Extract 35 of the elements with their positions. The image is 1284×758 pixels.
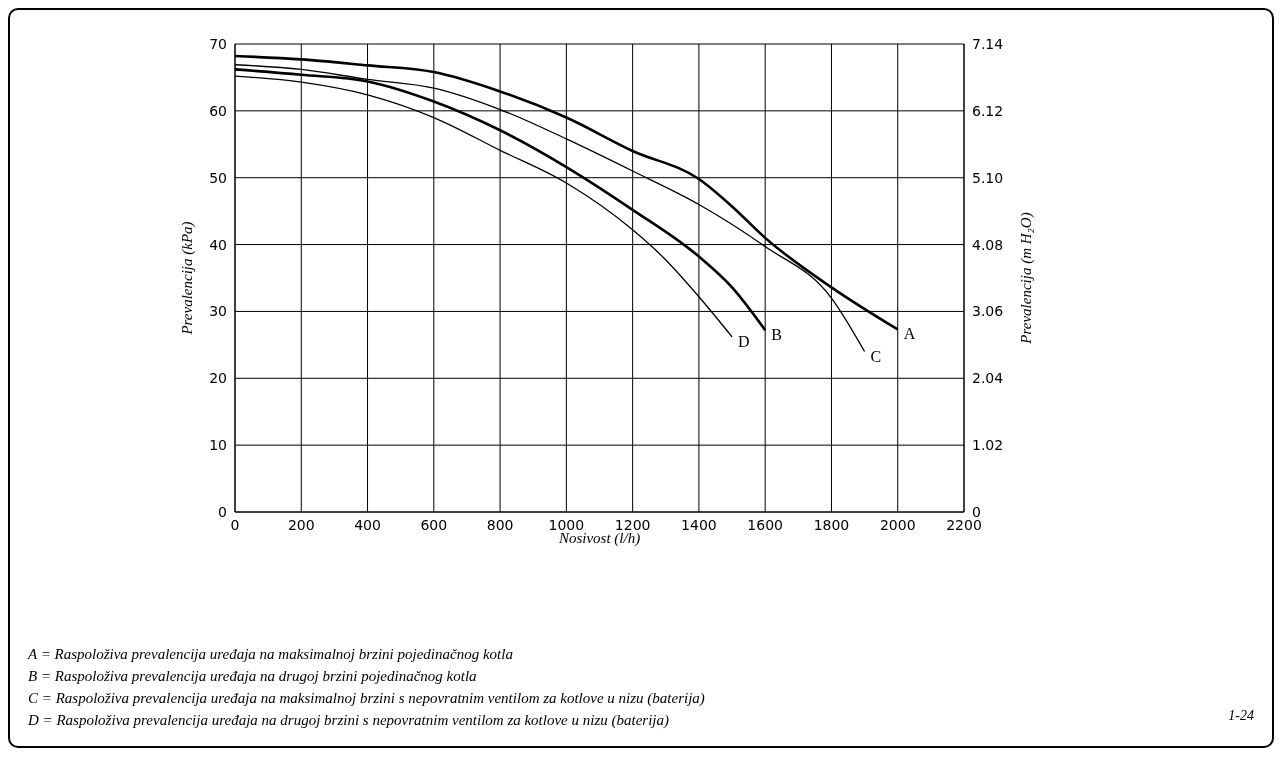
- y2-tick-label: 6.12: [972, 102, 1004, 119]
- series-label: D: [738, 332, 750, 350]
- y-tick-label: 0: [218, 503, 227, 520]
- y-axis-title: Prevalencija (kPa): [179, 221, 197, 336]
- x-tick-label: 1800: [813, 516, 850, 533]
- x-tick-label: 1400: [681, 516, 717, 533]
- series-label: B: [771, 326, 782, 344]
- x-tick-label: 400: [354, 516, 381, 533]
- text: A = Raspoloživa prevalencija uređaja na maksimalnoj brzini pojedinačnog kotla: [28, 645, 514, 664]
- y2-tick-label: 5.10: [972, 169, 1004, 186]
- text: 1-24: [1228, 708, 1254, 724]
- y-tick-label: 20: [209, 370, 227, 387]
- y2-tick-label: 1.02: [972, 437, 1004, 454]
- y-tick-label: 40: [209, 236, 227, 253]
- x-tick-label: 2000: [879, 516, 916, 533]
- x-tick-label: 600: [420, 516, 448, 533]
- y-tick-label: 50: [209, 169, 227, 186]
- x-tick-label: 200: [287, 516, 315, 533]
- text: C = Raspoloživa prevalencija uređaja na maksimalnoj brzini s nepovratnim ventilom za kotlove u nizu (baterija): [28, 689, 705, 708]
- y2-tick-label: 3.06: [972, 303, 1004, 320]
- y-tick-label: 60: [209, 102, 227, 119]
- x-tick-label: 800: [486, 516, 514, 533]
- y2-axis-title: Prevalencija (m H₂O): [1018, 212, 1036, 345]
- x-tick-label: 0: [230, 516, 240, 533]
- text: D = Raspoloživa prevalencija uređaja na drugoj brzini s nepovratnim ventilom za kotlove u nizu (baterija): [28, 711, 670, 730]
- text: B = Raspoloživa prevalencija uređaja na drugoj brzini pojedinačnog kotla: [28, 667, 478, 686]
- y2-tick-label: 7.14: [972, 35, 1004, 52]
- series-label: C: [870, 347, 882, 365]
- y-tick-label: 10: [209, 437, 227, 454]
- y2-tick-label: 4.08: [972, 236, 1004, 253]
- y2-tick-label: 2.04: [972, 370, 1004, 387]
- series-label: A: [903, 325, 916, 343]
- y-tick-label: 70: [209, 35, 227, 52]
- y-tick-label: 30: [209, 303, 227, 320]
- x-tick-label: 1600: [747, 516, 783, 533]
